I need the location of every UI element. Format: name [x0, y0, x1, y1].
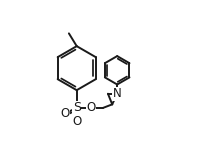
Text: O: O: [60, 107, 69, 120]
Text: O: O: [72, 115, 81, 128]
Text: N: N: [113, 87, 122, 100]
Text: S: S: [73, 101, 81, 114]
Text: O: O: [86, 101, 95, 114]
